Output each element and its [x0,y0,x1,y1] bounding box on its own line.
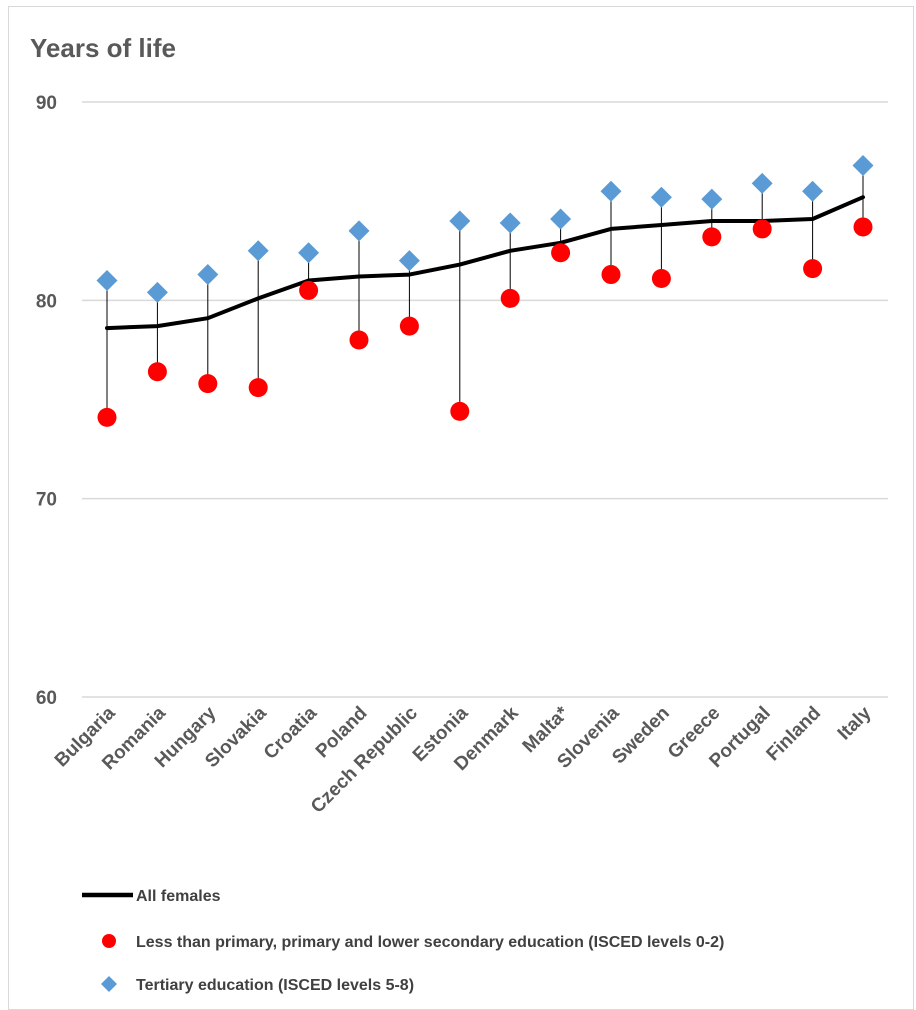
tertiary-education-point [550,208,572,230]
y-axis-title: Years of life [30,33,176,63]
low-education-point [399,316,419,336]
low-education-point [853,217,873,237]
range-lines [106,165,864,418]
tertiary-education-point [247,240,269,262]
low-education-point [500,288,520,308]
all-females-line [105,195,865,331]
low-education-point [551,243,571,263]
low-education-point [198,374,218,394]
low-education-point [651,269,671,289]
low-education-point [752,219,772,239]
tertiary-education-point [650,186,672,208]
tertiary-education-point [852,154,874,176]
low-education-point [147,362,167,382]
y-tick-labels: 60 70 80 90 [36,93,57,709]
low-education-markers [97,217,873,427]
low-education-point [248,378,268,398]
legend-label-all-females: All females [136,888,221,905]
tertiary-education-markers [96,154,874,303]
gridlines [82,101,888,698]
tertiary-education-point [499,212,521,234]
tertiary-education-point [146,281,168,303]
low-education-point [299,280,319,300]
y-tick-label: 80 [36,291,57,312]
y-tick-label: 60 [36,688,57,709]
legend-label-low-education: Less than primary, primary and lower sec… [136,934,724,951]
legend-label-tertiary-education: Tertiary education (ISCED levels 5-8) [136,977,414,994]
chart-frame [8,6,914,1010]
tertiary-education-point [398,250,420,272]
low-education-point [803,259,823,279]
all-females-line-layer [105,195,865,331]
category-label: Croatia [260,702,321,763]
tertiary-education-point [348,220,370,242]
y-tick-label: 70 [36,490,57,511]
legend-circle-swatch [102,934,116,948]
tertiary-education-point [802,180,824,202]
category-labels: BulgariaRomaniaHungarySlovakiaCroatiaPol… [51,702,876,817]
low-education-point [349,330,369,350]
low-education-point [601,265,621,285]
legend-diamond-swatch [101,976,117,992]
tertiary-education-point [701,188,723,210]
tertiary-education-point [96,270,118,291]
tertiary-education-point [197,264,219,286]
y-tick-label: 90 [36,93,57,114]
low-education-point [702,227,722,247]
category-label: Italy [834,702,876,744]
category-label: Finland [763,703,826,766]
low-education-point [97,407,117,427]
tertiary-education-point [449,210,471,232]
low-education-point [450,401,470,421]
tertiary-education-point [298,242,320,264]
tertiary-education-point [600,180,622,202]
legend: All females Less than primary, primary an… [82,888,724,994]
tertiary-education-point [751,172,773,194]
